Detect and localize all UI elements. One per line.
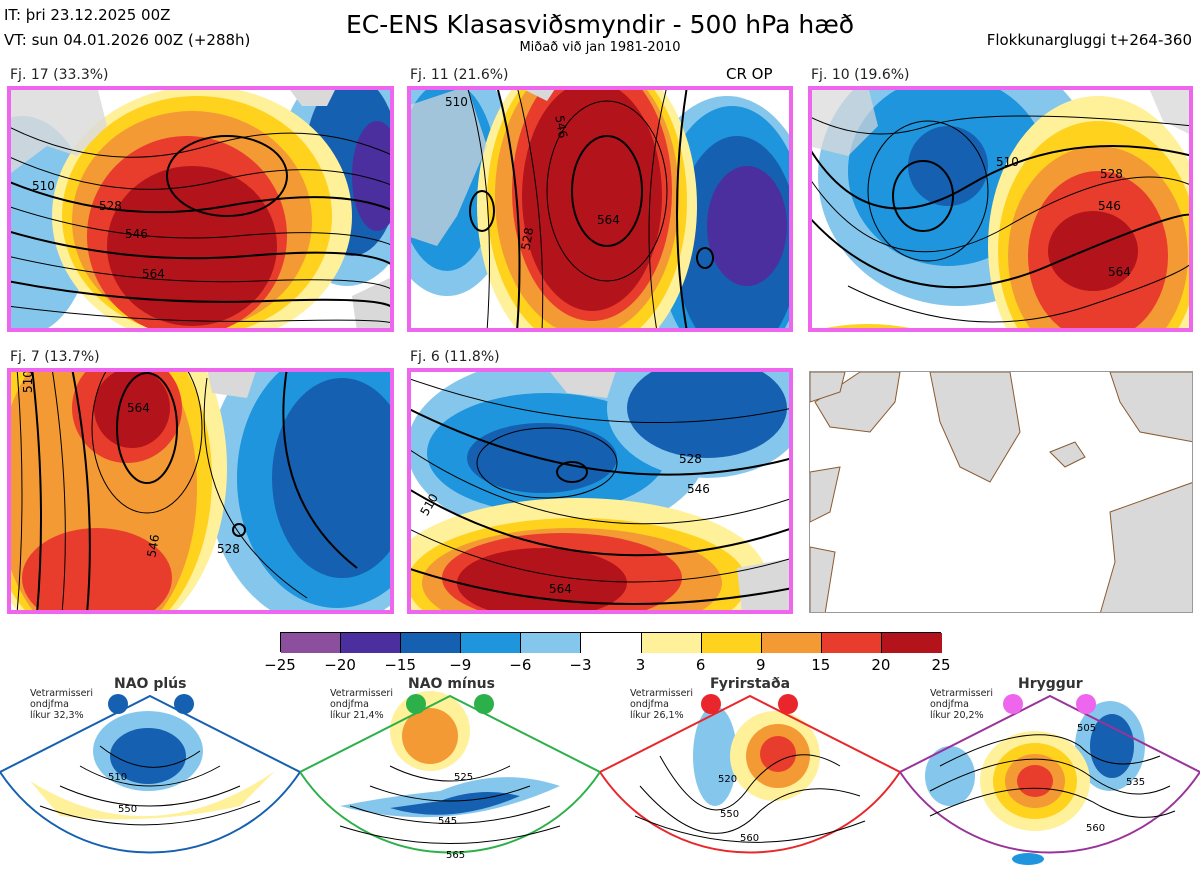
svg-text:545: 545 [438, 816, 457, 827]
regime-name: NAO mínus [408, 676, 495, 692]
colorbar-tick-label: 3 [635, 656, 646, 674]
blank-land-map [809, 371, 1193, 613]
colorbar-tick-label: −3 [569, 656, 592, 674]
cluster-map-fj10: 510 528 546 564 [808, 86, 1193, 332]
regime-probability: Vetrarmisseri ondjfma líkur 26,1% [630, 688, 693, 721]
page-subtitle: Miðað við jan 1981-2010 [519, 40, 681, 55]
regime-nao-plus: 510 550 NAO plús Vetrarmisseri ondjfma l… [0, 676, 302, 871]
panel-label-5: Fj. 6 (11.8%) [410, 349, 500, 365]
svg-text:550: 550 [720, 809, 739, 820]
svg-text:564: 564 [127, 401, 150, 415]
svg-text:546: 546 [687, 482, 710, 496]
panel-frame-1 [7, 86, 394, 332]
colorbar-cell [281, 633, 342, 653]
svg-text:525: 525 [454, 772, 473, 783]
valid-time: VT: sun 04.01.2026 00Z (+288h) [4, 31, 251, 49]
svg-text:528: 528 [99, 199, 122, 213]
colorbar-cell [761, 633, 822, 653]
regime-ridge: 505 535 560 Hryggur Vetrarmisseri ondjfm… [898, 676, 1200, 871]
svg-text:550: 550 [118, 804, 137, 815]
colorbar-cell [341, 633, 402, 653]
colorbar-cell [581, 633, 642, 653]
svg-text:564: 564 [142, 267, 165, 281]
regime-probability: Vetrarmisseri ondjfma líkur 20,2% [930, 688, 993, 721]
colorbar-tick-label: −6 [509, 656, 532, 674]
svg-text:564: 564 [549, 582, 572, 596]
regime-name: Hryggur [1018, 676, 1083, 692]
svg-text:510: 510 [108, 772, 127, 783]
colorbar-tick-label: 20 [871, 656, 891, 674]
colorbar-tick-label: −9 [449, 656, 472, 674]
svg-text:560: 560 [740, 833, 759, 844]
colorbar-tick-label: 25 [931, 656, 951, 674]
svg-text:546: 546 [144, 533, 162, 558]
panel-label-4: Fj. 7 (13.7%) [10, 349, 100, 365]
colorbar-tick-label: −15 [384, 656, 416, 674]
colorbar-cell [401, 633, 462, 653]
cluster-map-fj11: 510 528 546 564 [407, 86, 793, 332]
regime-probability: Vetrarmisseri ondjfma líkur 32,3% [30, 688, 93, 721]
regime-probability: Vetrarmisseri ondjfma líkur 21,4% [330, 688, 393, 721]
regime-name: NAO plús [114, 676, 187, 692]
colorbar-cell [461, 633, 522, 653]
svg-text:546: 546 [125, 227, 148, 241]
svg-text:510: 510 [996, 155, 1019, 169]
panel-frame-3 [808, 86, 1193, 332]
colorbar-cell [641, 633, 702, 653]
colorbar-tick-label: 15 [811, 656, 831, 674]
svg-text:564: 564 [1108, 265, 1131, 279]
classification-window: Flokkunargluggi t+264-360 [986, 31, 1192, 49]
svg-text:546: 546 [1098, 199, 1121, 213]
cr-op-badge: CR OP [726, 65, 773, 83]
svg-text:565: 565 [446, 850, 465, 861]
regime-blocking: 520 550 560 Fyrirstaða Vetrarmisseri ond… [598, 676, 902, 871]
svg-text:510: 510 [32, 179, 55, 193]
svg-text:505: 505 [1077, 723, 1096, 734]
colorbar-tick-label: 9 [755, 656, 766, 674]
svg-text:546: 546 [552, 114, 570, 139]
svg-text:520: 520 [718, 774, 737, 785]
cluster-map-fj6: 510 528 546 564 [407, 368, 793, 614]
panel-frame-4 [7, 368, 394, 614]
init-time: IT: þri 23.12.2025 00Z [4, 6, 171, 24]
svg-text:528: 528 [217, 542, 240, 556]
panel-label-1: Fj. 17 (33.3%) [10, 67, 109, 83]
colorbar-cell [701, 633, 762, 653]
svg-text:510: 510 [445, 95, 468, 109]
cluster-map-fj7: 510 528 546 564 [7, 368, 394, 614]
panel-label-2: Fj. 11 (21.6%) [410, 67, 509, 83]
svg-text:528: 528 [679, 452, 702, 466]
panel-frame-5 [407, 368, 793, 614]
colorbar-cell [521, 633, 582, 653]
svg-text:528: 528 [1100, 167, 1123, 181]
svg-text:560: 560 [1086, 823, 1105, 834]
regime-name: Fyrirstaða [710, 676, 791, 692]
svg-text:528: 528 [519, 226, 537, 251]
cluster-map-fj17: 510 528 546 564 [7, 86, 394, 332]
colorbar-cell [881, 633, 942, 653]
svg-text:535: 535 [1126, 777, 1145, 788]
colorbar-tick-label: −20 [324, 656, 356, 674]
colorbar-cell [821, 633, 882, 653]
svg-text:510: 510 [21, 370, 35, 393]
svg-text:564: 564 [597, 213, 620, 227]
page-title: EC-ENS Klasasviðsmyndir - 500 hPa hæð [345, 10, 855, 39]
regime-nao-minus: 525 545 565 NAO mínus Vetrarmisseri ondj… [298, 676, 602, 871]
colorbar-tick-label: −25 [264, 656, 296, 674]
panel-frame-2 [407, 86, 793, 332]
panel-label-3: Fj. 10 (19.6%) [811, 67, 910, 83]
colorbar-tick-label: 6 [695, 656, 706, 674]
